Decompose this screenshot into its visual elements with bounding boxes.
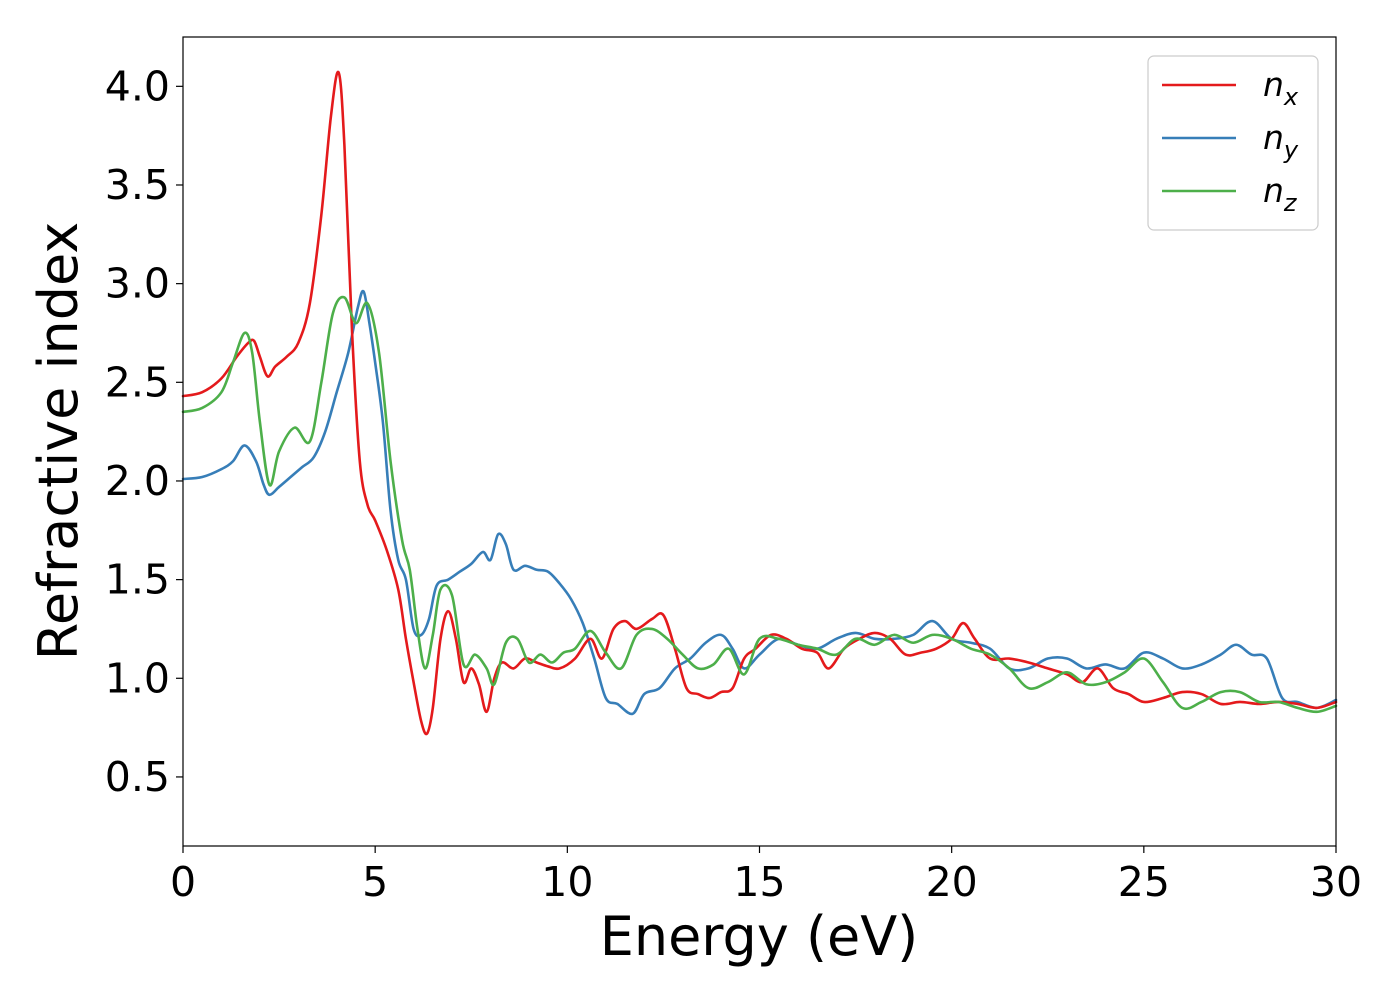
x-tick-label: 5 [362, 858, 388, 906]
y-axis-title: Refractive index [27, 222, 90, 661]
x-axis-title: Energy (eV) [600, 905, 919, 968]
legend-label-base: n [1263, 171, 1284, 210]
legend-label-subscript: z [1283, 189, 1298, 217]
series-layer [181, 70, 1338, 736]
y-tick-label: 3.0 [105, 260, 170, 308]
legend-label-subscript: x [1283, 83, 1299, 111]
x-tick-label: 25 [1118, 858, 1170, 906]
x-tick-label: 0 [170, 858, 196, 906]
series-line-nx [181, 70, 1338, 736]
legend-label-ny: ny [1263, 118, 1299, 164]
legend-label-nx: nx [1263, 65, 1299, 111]
x-tick-label: 10 [541, 858, 593, 906]
legend-label-base: n [1263, 118, 1284, 157]
y-tick-label: 1.5 [105, 556, 170, 604]
y-tick-label: 2.5 [105, 358, 170, 406]
ticks-layer: 0 5 10 15 20 25 30 0.5 1.0 1.5 2.0 2.5 3.0 3.5 4.0 [105, 62, 1362, 906]
y-tick-label: 3.5 [105, 161, 170, 209]
series-line-nz [181, 295, 1338, 714]
x-tick-label: 20 [926, 858, 978, 906]
legend-label-nz: nz [1263, 171, 1298, 217]
x-tick-label: 30 [1310, 858, 1362, 906]
legend-box [1147, 55, 1319, 231]
x-tick-label: 15 [733, 858, 785, 906]
legend-label-base: n [1263, 65, 1284, 104]
series-line-ny [181, 289, 1338, 716]
y-tick-label: 2.0 [105, 457, 170, 505]
y-tick-label: 0.5 [105, 753, 170, 801]
legend-label-subscript: y [1283, 136, 1299, 164]
y-tick-label: 4.0 [105, 62, 170, 110]
y-tick-label: 1.0 [105, 654, 170, 702]
